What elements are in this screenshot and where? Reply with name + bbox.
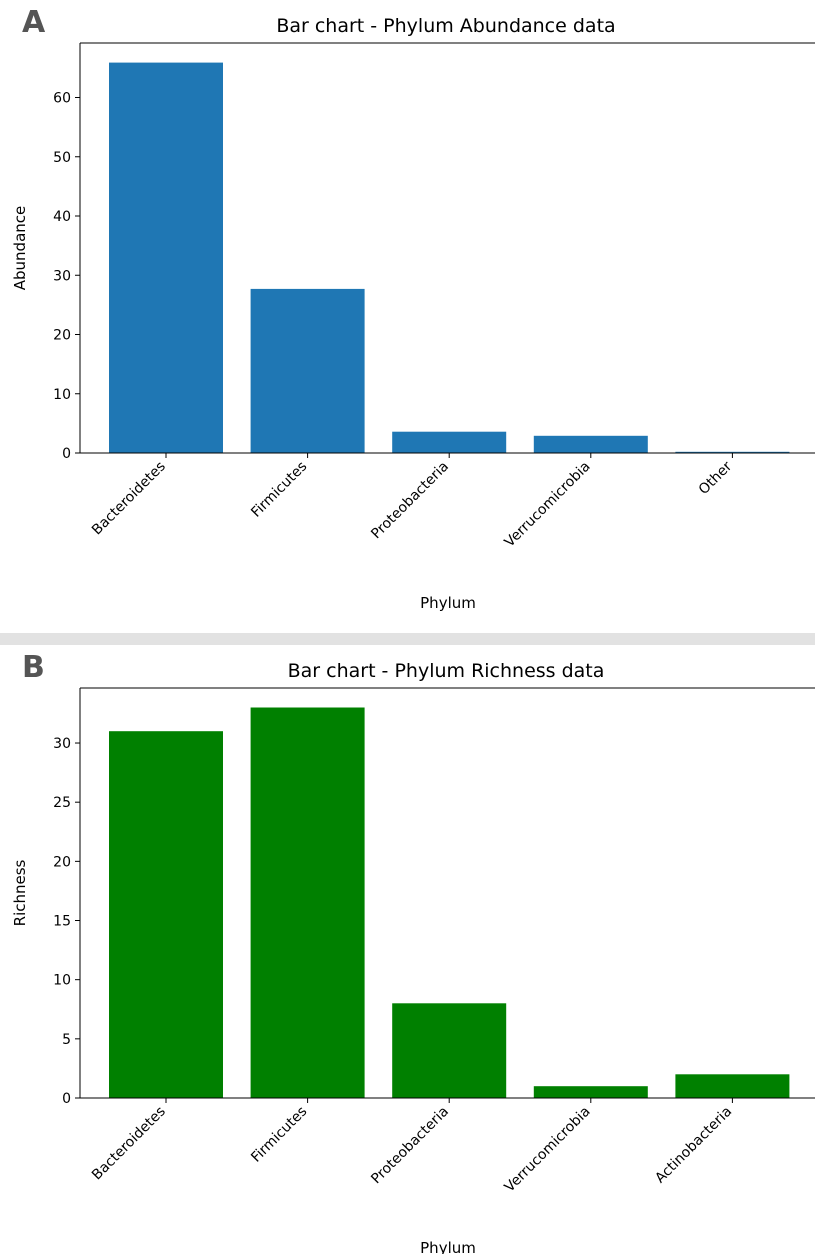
y-tick-label: 10 <box>53 387 71 403</box>
panel-label: A <box>22 5 46 40</box>
x-tick-label: Bacteroidetes <box>89 1104 169 1184</box>
y-tick-label: 30 <box>53 736 71 752</box>
x-tick-label: Other <box>696 458 736 498</box>
y-tick-label: 0 <box>62 1091 71 1107</box>
chart-title: Bar chart - Phylum Abundance data <box>276 15 615 37</box>
panel-divider <box>0 633 815 645</box>
y-axis-label: Richness <box>11 859 29 926</box>
bar-bacteroidetes <box>109 731 223 1098</box>
y-tick-label: 50 <box>53 150 71 166</box>
panel-label: B <box>22 650 45 685</box>
x-axis-label: Phylum <box>420 1239 476 1254</box>
panel-a: A 0 10 20 30 40 50 60 Bacteroidetes Firmicutes Pr… <box>11 5 815 612</box>
x-tick-label: Verrucomicrobia <box>502 459 594 551</box>
x-tick-label: Proteobacteria <box>368 1104 452 1188</box>
richness-bar-chart: 0 5 10 15 20 25 30 Bacteroidetes Firmicutes Prote… <box>11 660 815 1254</box>
x-tick-label: Firmicutes <box>248 459 310 521</box>
y-tick-label: 20 <box>53 854 71 870</box>
x-tick-label: Actinobacteria <box>652 1104 735 1187</box>
panel-b: B 0 5 10 15 20 25 30 Bacteroidetes Firmicutes Pro… <box>0 645 815 1254</box>
y-tick-label: 15 <box>53 914 71 930</box>
x-tick-label: Proteobacteria <box>368 459 452 543</box>
y-tick-label: 40 <box>53 209 71 225</box>
abundance-bar-chart: 0 10 20 30 40 50 60 Bacteroidetes Firmicutes Prot… <box>11 15 815 612</box>
bar-verrucomicrobia <box>533 435 648 453</box>
x-tick-label: Firmicutes <box>248 1104 310 1166</box>
y-tick-label: 0 <box>62 446 71 462</box>
x-tick-label: Bacteroidetes <box>89 459 169 539</box>
chart-title: Bar chart - Phylum Richness data <box>288 660 605 682</box>
bar-firmicutes <box>250 288 365 453</box>
bar-proteobacteria <box>392 1003 507 1098</box>
bar-bacteroidetes <box>109 62 223 453</box>
y-tick-label: 10 <box>53 973 71 989</box>
y-tick-label: 5 <box>62 1032 71 1048</box>
x-axis-label: Phylum <box>420 594 476 612</box>
bar-verrucomicrobia <box>533 1086 648 1098</box>
bar-proteobacteria <box>392 431 507 453</box>
bar-firmicutes <box>250 707 365 1098</box>
y-axis-label: Abundance <box>11 206 29 291</box>
y-tick-label: 20 <box>53 328 71 344</box>
x-tick-label: Verrucomicrobia <box>502 1104 594 1196</box>
y-tick-label: 30 <box>53 268 71 284</box>
bar-other <box>675 451 790 453</box>
y-tick-label: 60 <box>53 91 71 107</box>
y-tick-label: 25 <box>53 795 71 811</box>
bar-actinobacteria <box>675 1074 790 1098</box>
